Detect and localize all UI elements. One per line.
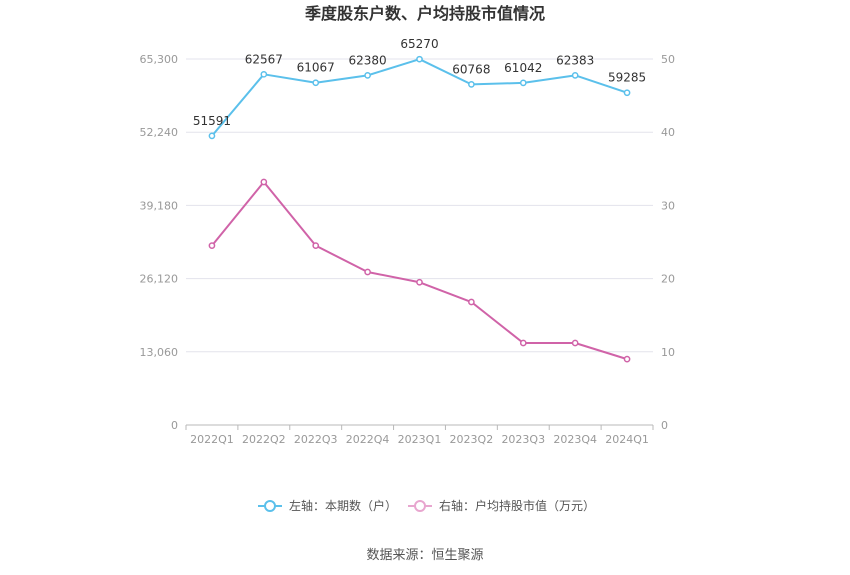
right-axis-tick-label: 30 <box>661 199 675 212</box>
data-point <box>623 89 631 97</box>
data-point <box>364 72 371 79</box>
data-point <box>260 70 268 78</box>
x-axis-tick-label: 2023Q1 <box>398 433 442 446</box>
data-point <box>519 79 527 87</box>
legend[interactable]: 左轴：本期数（户） 右轴：户均持股市值（万元） <box>258 498 595 513</box>
data-label: 61067 <box>297 61 335 75</box>
source-note: 数据来源：恒生聚源 <box>366 548 483 563</box>
left-axis-tick-label: 13,060 <box>140 346 179 359</box>
grid <box>186 58 653 353</box>
right-axis-tick-label: 0 <box>661 419 668 432</box>
left-axis-tick-label: 65,300 <box>140 53 179 66</box>
data-point <box>571 71 579 79</box>
data-labels: 51591 62567 61067 62380 65270 60768 61042 62383… <box>193 37 646 128</box>
data-point <box>312 79 320 87</box>
data-point <box>519 339 527 347</box>
right-axis-tick-label: 20 <box>661 273 675 286</box>
legend-marker-households <box>264 500 276 512</box>
x-axis-tick-label: 2022Q1 <box>190 433 234 446</box>
left-axis-tick-label: 39,180 <box>140 199 179 212</box>
right-axis-tick-label: 40 <box>661 126 675 139</box>
data-label: 60768 <box>452 62 490 76</box>
data-point <box>416 55 423 63</box>
data-point <box>208 242 216 250</box>
data-point <box>623 355 631 363</box>
data-point <box>312 242 320 250</box>
data-point <box>468 81 475 88</box>
data-point <box>468 298 475 306</box>
data-label: 61042 <box>504 61 542 75</box>
x-axis-tick-label: 2023Q4 <box>553 433 597 446</box>
legend-label-households: 左轴：本期数（户） <box>289 498 397 513</box>
data-label: 65270 <box>400 37 438 51</box>
left-axis-tick-label: 0 <box>171 419 178 432</box>
legend-item-market-value[interactable]: 右轴：户均持股市值（万元） <box>408 498 595 513</box>
series-layer <box>208 55 631 363</box>
data-label: 62567 <box>245 52 283 66</box>
data-label: 62383 <box>556 53 594 67</box>
right-axis-tick-label: 10 <box>661 346 675 359</box>
legend-item-households[interactable]: 左轴：本期数（户） <box>258 498 397 513</box>
series-line-1 <box>211 180 628 361</box>
data-label: 51591 <box>193 114 231 128</box>
axes: 0 0 13,060 10 26,120 20 39,180 30 52,240 40 65,300… <box>140 53 676 446</box>
x-axis-tick-label: 2022Q4 <box>346 433 390 446</box>
data-label: 62380 <box>349 53 387 67</box>
data-point <box>416 278 423 286</box>
data-point <box>571 339 579 347</box>
left-axis-tick-label: 26,120 <box>140 273 179 286</box>
x-axis-tick-label: 2022Q3 <box>294 433 338 446</box>
chart-title: 季度股东户数、户均持股市值情况 <box>304 4 545 23</box>
data-label: 59285 <box>608 71 646 85</box>
series-line-0 <box>211 58 628 137</box>
legend-label-market-value: 右轴：户均持股市值（万元） <box>439 498 595 513</box>
legend-marker-market-value <box>414 500 426 512</box>
data-point <box>208 132 216 140</box>
data-point <box>364 268 371 276</box>
x-axis-tick-label: 2022Q2 <box>242 433 286 446</box>
x-axis-tick-label: 2024Q1 <box>605 433 649 446</box>
data-point <box>260 178 268 186</box>
right-axis-tick-label: 50 <box>661 53 675 66</box>
x-axis-tick-label: 2023Q3 <box>501 433 545 446</box>
x-axis-tick-label: 2023Q2 <box>450 433 494 446</box>
left-axis-tick-label: 52,240 <box>140 126 179 139</box>
